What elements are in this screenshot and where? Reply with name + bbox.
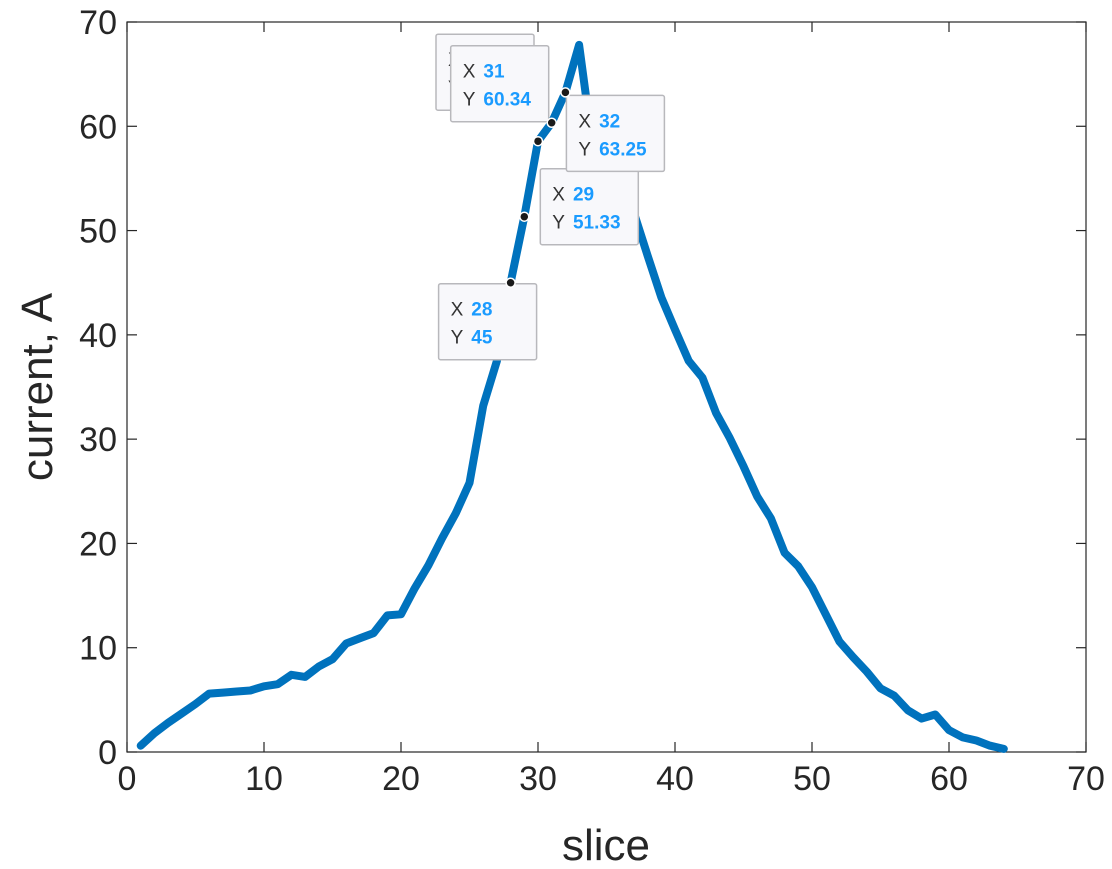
datatip-x-value: 32	[599, 111, 620, 132]
datatip-x-key: X	[578, 111, 591, 132]
tick-labels: 0 10 20 30 40 50 60 70 0 10 20 30 40 50 60 70	[79, 4, 1105, 798]
x-tick-label: 0	[118, 760, 137, 798]
y-tick-label: 50	[79, 213, 117, 251]
y-tick-label: 60	[79, 108, 117, 146]
datatip-y-value: 63.25	[599, 139, 647, 160]
datatip-x-row: X 28	[451, 300, 493, 321]
datatip-box	[437, 282, 538, 361]
y-tick-label: 30	[79, 421, 117, 459]
datatip-y-key: Y	[578, 139, 591, 160]
datatip-y-value: 45	[471, 328, 493, 349]
datatip-y-row: Y 45	[451, 328, 493, 349]
y-tick-label: 0	[98, 734, 117, 772]
y-tick-label: 70	[79, 4, 117, 42]
datatip-marker[interactable]	[532, 135, 544, 147]
datatip-y-key: Y	[451, 328, 464, 349]
datatip-y-value: 51.33	[573, 213, 621, 234]
y-tick-label: 10	[79, 630, 117, 668]
datatip-y-row: Y 60.34	[463, 90, 532, 111]
datatip-y-key: Y	[463, 90, 476, 111]
datatip-x-row: X 31	[463, 62, 505, 83]
datatip-marker[interactable]	[560, 87, 571, 98]
x-tick-label: 50	[793, 760, 831, 798]
x-tick-label: 70	[1067, 760, 1105, 798]
datatip-x-value: 28	[471, 300, 492, 321]
datatip-marker[interactable]	[546, 117, 557, 128]
datatip-y-row: Y 51.33	[552, 213, 620, 234]
datatip[interactable]: X 28 Y 45	[437, 282, 538, 361]
x-tick-label: 60	[930, 760, 968, 798]
datatip-x-value: 31	[483, 62, 505, 83]
x-tick-label: 30	[519, 760, 557, 798]
datatip[interactable]: X 29 Y 51.33	[539, 167, 640, 246]
datatip-y-row: Y 63.25	[578, 139, 647, 160]
datatip-x-value: 29	[573, 185, 594, 206]
y-tick-label: 20	[79, 525, 117, 563]
datatip-marker[interactable]	[505, 277, 516, 288]
datatip[interactable]: X 32 Y 63.25	[565, 94, 666, 173]
axis-ticks	[126, 21, 1087, 753]
datatip-box	[565, 94, 666, 173]
datatip-marker[interactable]	[519, 211, 530, 222]
datatip-x-row: X 32	[578, 111, 620, 132]
datatip-x-key: X	[463, 62, 476, 83]
x-tick-label: 40	[656, 760, 694, 798]
datatip-x-key: X	[451, 300, 464, 321]
datatip[interactable]: X 31 Y 60.34	[449, 44, 550, 123]
x-tick-label: 20	[382, 760, 420, 798]
y-tick-label: 40	[79, 317, 117, 355]
y-axis-label: current, A	[13, 292, 62, 481]
data-series-line	[136, 40, 1008, 753]
datatip-x-key: X	[552, 185, 565, 206]
datatip-x-row: X 29	[552, 185, 594, 206]
x-tick-label: 10	[245, 760, 283, 798]
datatips: X28Y45X29Y51.33X30Y58.57X31Y60.34X32Y63.…	[435, 33, 666, 361]
datatip-y-key: Y	[552, 213, 565, 234]
x-axis-label: slice	[562, 821, 650, 869]
datatip-y-value: 60.34	[483, 90, 531, 111]
datatip-box	[449, 44, 550, 123]
